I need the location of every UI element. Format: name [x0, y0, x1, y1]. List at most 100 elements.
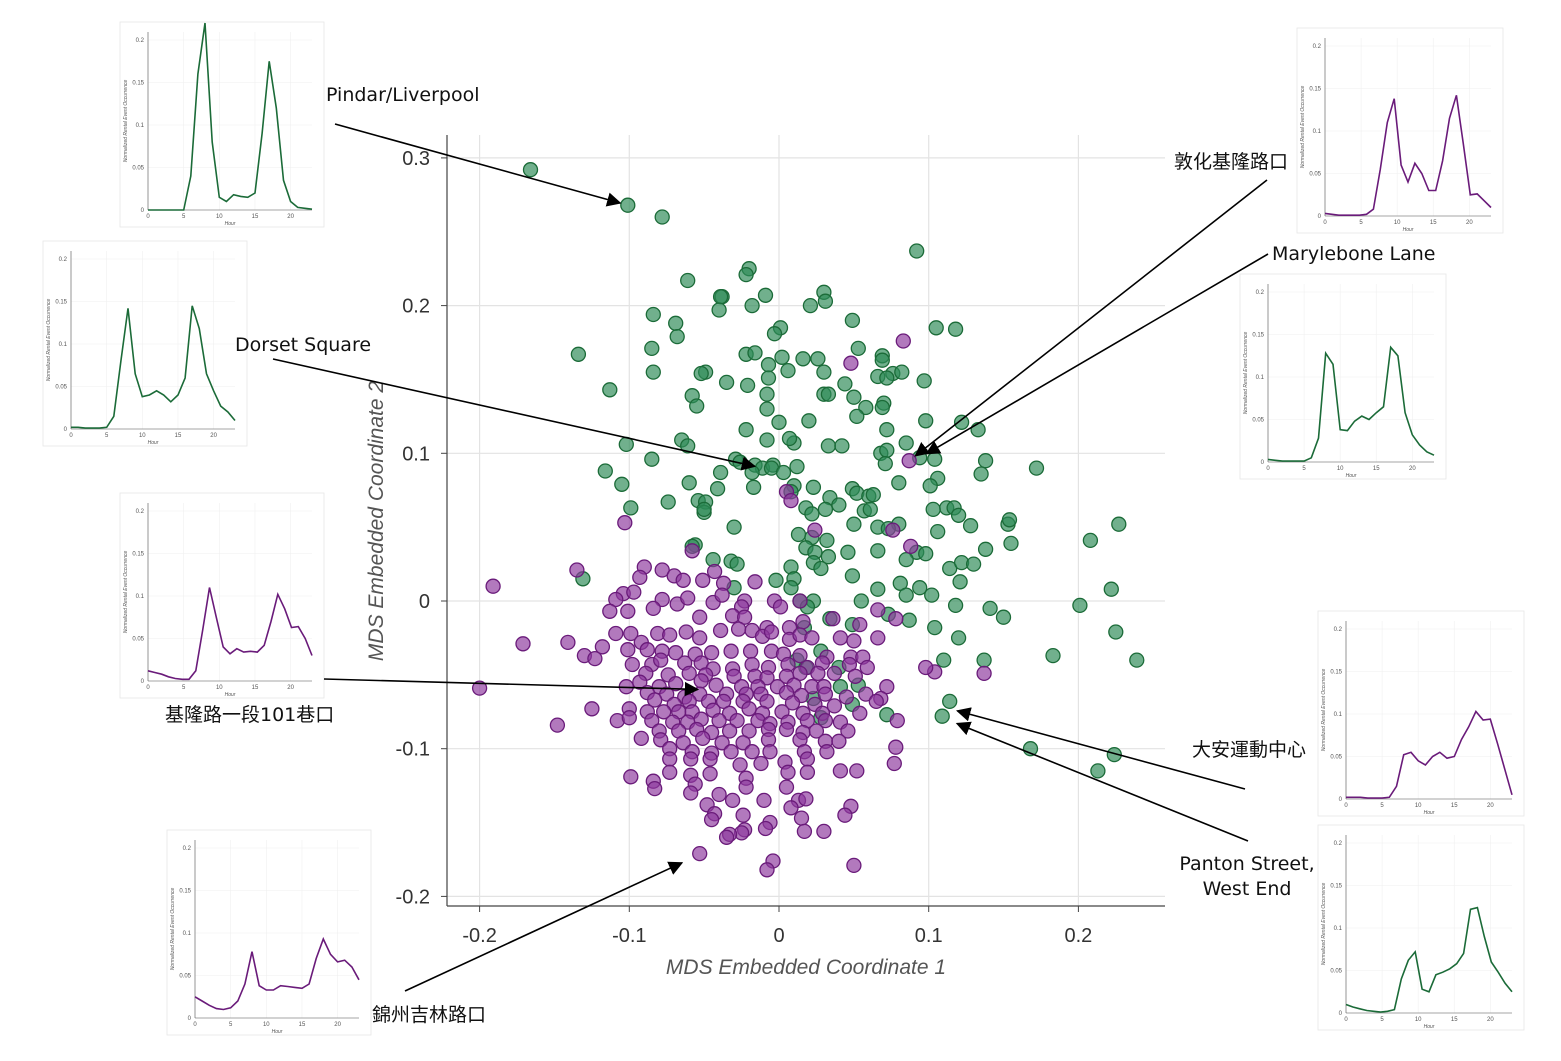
- purple-data-point: [804, 630, 820, 646]
- annotation-label: 大安運動中心: [1192, 739, 1306, 761]
- purple-data-point: [684, 543, 700, 559]
- purple-data-point: [681, 665, 697, 682]
- purple-data-point: [569, 562, 585, 578]
- green-data-point: [805, 479, 822, 495]
- green-data-point: [711, 302, 727, 318]
- annotation-arrow: [955, 721, 1249, 842]
- inset-y-label: Normalized Rental Event Occurrence: [1321, 669, 1327, 752]
- purple-data-point: [653, 652, 669, 668]
- inset-y-tick-label: 0: [64, 427, 68, 433]
- purple-data-point: [692, 630, 708, 646]
- purple-data-point: [772, 599, 789, 615]
- green-data-point: [645, 364, 661, 380]
- inset-x-tick-label: 0: [1344, 1017, 1348, 1023]
- y-tick-label: 0: [419, 591, 430, 613]
- inset-y-tick-label: 0.15: [1330, 670, 1342, 676]
- inset-x-label: Hour: [225, 692, 236, 698]
- purple-data-point: [795, 614, 811, 630]
- annotation-arrow: [956, 707, 1246, 790]
- inset-y-tick-label: 0.1: [1313, 129, 1322, 135]
- inset-x-tick-label: 0: [69, 433, 73, 439]
- purple-data-point: [859, 659, 875, 676]
- green-data-point: [813, 560, 829, 577]
- purple-data-point: [587, 650, 603, 667]
- purple-data-point: [654, 562, 670, 578]
- green-data-point: [745, 479, 762, 495]
- green-data-point: [759, 432, 775, 448]
- plot-area: -0.2 -0.1 0 0.1 0.2 -0.2 -0.1 0 0.1 0.2 0.3 MDS Em…: [365, 135, 1165, 979]
- inset-x-tick-label: 0: [146, 685, 150, 691]
- inset-x-tick-label: 15: [252, 214, 259, 220]
- inset-frame: [42, 240, 248, 447]
- inset-y-tick-label: 0.2: [1334, 627, 1343, 633]
- green-data-point: [729, 556, 745, 572]
- purple-data-point: [798, 791, 814, 807]
- purple-data-point: [549, 717, 566, 733]
- purple-data-point: [847, 668, 863, 684]
- green-data-point: [844, 312, 861, 329]
- purple-data-point: [692, 609, 708, 625]
- purple-data-point: [675, 735, 691, 751]
- green-data-point: [696, 501, 712, 518]
- green-data-point: [977, 453, 994, 469]
- green-data-point: [712, 464, 729, 481]
- x-axis-title: MDS Embedded Coordinate 1: [666, 956, 946, 979]
- green-data-point: [930, 523, 946, 540]
- green-data-point: [759, 401, 775, 417]
- purple-data-point: [730, 621, 747, 637]
- purple-data-point: [647, 692, 663, 708]
- inset-y-tick-label: 0: [141, 679, 145, 685]
- purple-data-point: [708, 677, 724, 693]
- green-data-point: [950, 507, 967, 523]
- green-data-point: [795, 351, 811, 367]
- green-data-point: [744, 464, 760, 481]
- green-data-point: [623, 500, 639, 516]
- purple-data-point: [608, 625, 624, 642]
- inset-profile-line: [1267, 345, 1435, 462]
- green-data-point: [918, 546, 934, 562]
- annotation-label: Marylebone Lane: [1272, 243, 1435, 265]
- inset-y-label: Normalized Rental Event Occurrence: [123, 80, 129, 163]
- green-data-point: [739, 377, 756, 394]
- inset-y-tick-label: 0.15: [132, 81, 144, 87]
- inset-y-label: Normalized Rental Event Occurrence: [1243, 332, 1249, 415]
- purple-data-point: [668, 676, 684, 692]
- inset-x-tick-label: 5: [1302, 466, 1306, 472]
- inset-y-tick-label: 0: [1318, 214, 1322, 220]
- purple-data-point: [620, 642, 636, 658]
- inset-y-tick-label: 0.05: [1252, 418, 1264, 424]
- green-data-point: [668, 315, 684, 331]
- green-data-point: [936, 652, 952, 668]
- green-data-point: [831, 497, 847, 513]
- purple-data-point: [846, 857, 862, 874]
- green-data-point: [970, 422, 986, 438]
- purple-data-point: [742, 643, 759, 659]
- purple-data-point: [624, 656, 640, 673]
- purple-data-point: [810, 665, 826, 682]
- inset-y-tick-label: 0.1: [136, 123, 145, 129]
- purple-data-point: [662, 751, 678, 767]
- inset-x-tick-label: 20: [1487, 803, 1494, 809]
- grid: [447, 135, 1165, 906]
- inset-y-label: Normalized Rental Event Occurrence: [1321, 883, 1327, 966]
- green-data-point: [976, 652, 992, 668]
- green-data-point: [789, 458, 805, 475]
- purple-data-point: [617, 515, 633, 531]
- green-data-point: [759, 386, 775, 402]
- purple-data-point: [840, 723, 856, 739]
- green-data-point: [709, 481, 726, 497]
- inset-x-tick-label: 0: [193, 1022, 197, 1028]
- inset-y-tick-label: 0.15: [1309, 87, 1321, 93]
- green-data-point: [801, 413, 817, 429]
- purple-data-point: [683, 751, 699, 767]
- annotation-label: 敦化基隆路口: [1174, 151, 1288, 173]
- annotation-arrow: [272, 358, 757, 471]
- annotation-arrow: [323, 678, 700, 697]
- inset-x-tick-label: 20: [210, 433, 217, 439]
- annotation-arrow: [914, 179, 1268, 457]
- inset-x-tick-label: 10: [263, 1022, 270, 1028]
- purple-data-point: [647, 780, 663, 797]
- purple-data-point: [515, 636, 531, 652]
- annotation-arrow: [404, 861, 684, 992]
